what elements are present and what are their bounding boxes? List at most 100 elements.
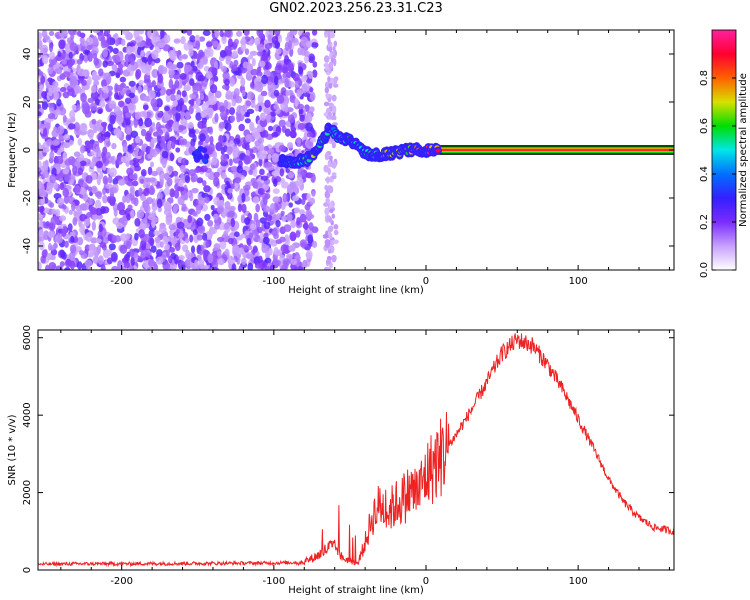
spectrogram-cell	[202, 56, 208, 65]
spectrogram-cell	[196, 62, 204, 70]
spectrogram-cell	[324, 239, 331, 246]
spectrogram-cell	[201, 122, 207, 129]
spectrogram-cell	[102, 60, 108, 68]
spectrogram-cell	[133, 118, 138, 129]
spectrogram-cell	[203, 252, 208, 262]
spectrogram-cell	[309, 56, 314, 62]
spectrogram-cell	[209, 227, 218, 235]
spectrogram-cell	[254, 83, 260, 92]
spectrogram-cell	[257, 93, 264, 104]
spectrogram-cell	[164, 243, 170, 251]
spectrogram-cell	[329, 46, 333, 53]
spectrogram-cell	[166, 61, 173, 70]
spectrogram-cell	[169, 188, 176, 198]
spectrogram-cell	[327, 248, 332, 254]
spectrogram-cell	[264, 257, 272, 264]
spectrogram-cell	[171, 170, 179, 177]
spectrogram-cell	[181, 90, 187, 98]
snr-y-tick-label: 0	[22, 567, 33, 573]
spectrogram-cell	[81, 40, 89, 47]
spectrogram-cell	[277, 34, 282, 44]
spectrogram-cell	[242, 244, 248, 251]
spectrogram-band-layer	[425, 145, 674, 155]
spectrogram-cell	[157, 64, 166, 74]
spectrogram-cell	[119, 244, 128, 254]
spectrogram-cell	[298, 66, 304, 75]
spectrogram-cell	[207, 219, 214, 227]
spectrogram-cell	[194, 167, 201, 174]
spectrogram-cell	[165, 248, 170, 259]
spectrogram-cell	[220, 153, 228, 163]
spectrogram-cell	[76, 236, 84, 246]
spectrogram-cell	[55, 54, 64, 62]
spectrogram-cell	[183, 42, 190, 51]
spectrogram-cell	[179, 73, 187, 80]
spectrogram-cell	[213, 213, 219, 220]
spectrogram-cell	[289, 30, 298, 36]
spectrogram-cell	[68, 209, 73, 216]
spectrogram-cell	[294, 97, 299, 107]
spectrogram-cell	[98, 68, 104, 77]
spectrogram-cell	[59, 87, 67, 93]
snr-x-tick-label: -200	[110, 576, 133, 587]
spectrogram-cell	[131, 180, 139, 187]
spectrogram-cell	[216, 205, 225, 214]
snr-x-axis-label: Height of straight line (km)	[288, 585, 424, 596]
spectrogram-cell	[216, 200, 224, 207]
spectrogram-cell	[257, 187, 265, 195]
spectrogram-cell	[69, 251, 76, 261]
spectrogram-cell	[244, 217, 251, 226]
spectrogram-cell	[224, 201, 231, 209]
spectrogram-cell	[333, 78, 338, 84]
spectrogram-cell	[188, 169, 196, 177]
spectrogram-cell	[294, 255, 301, 261]
spectrogram-cell	[292, 195, 300, 202]
spectrogram-cell	[150, 245, 157, 253]
spectrogram-cell	[213, 171, 220, 178]
spectrogram-cell	[85, 232, 93, 242]
spectrogram-cell	[202, 232, 208, 241]
spectrogram-cell	[178, 139, 185, 146]
spectrogram-cell	[303, 50, 310, 57]
spectrogram-cell	[79, 186, 86, 195]
spectrogram-cell	[198, 36, 206, 42]
spectrogram-cell	[160, 172, 165, 180]
spectrogram-cell	[55, 265, 63, 270]
spectrogram-cell	[275, 219, 281, 228]
spectrogram-cell	[227, 38, 233, 48]
spectrogram-cell	[274, 64, 283, 75]
spectrogram-cell	[163, 187, 171, 196]
spectrogram-cell	[127, 103, 135, 111]
spectrogram-cell	[273, 89, 280, 97]
spectrogram-cell	[191, 211, 198, 217]
spectrogram-cell	[53, 193, 62, 200]
spectrogram-cell	[216, 251, 222, 257]
spectrogram-cell	[82, 192, 89, 202]
spectrogram-cell	[209, 135, 214, 145]
spectrogram-cell	[91, 185, 98, 192]
spectrogram-cell	[117, 100, 125, 108]
spectrogram-cell	[243, 184, 251, 191]
spectrogram-cell	[42, 163, 49, 173]
spectrogram-cell	[169, 51, 177, 62]
spectrogram-cell	[62, 204, 67, 210]
colorbar-gradient	[711, 29, 737, 271]
spectrogram-cell	[311, 30, 318, 36]
spectrogram-cell	[331, 94, 337, 102]
spectrogram-cell	[286, 142, 294, 149]
spectrogram-cell	[189, 35, 196, 43]
spectrogram-cell	[156, 128, 164, 137]
spectrogram-cell	[65, 45, 70, 54]
spectrogram-cell	[264, 265, 270, 270]
spectrogram-cell	[145, 243, 151, 250]
spectrogram-cell	[155, 98, 163, 108]
spectrogram-cell	[180, 36, 186, 45]
spectrogram-cell	[244, 48, 250, 55]
spectrogram-cell	[195, 40, 201, 50]
spectrogram-cell	[329, 155, 333, 161]
spectrogram-cell	[245, 253, 253, 259]
spectrogram-cell	[291, 37, 299, 43]
spectrogram-cell	[156, 198, 163, 209]
spectrogram-cell	[228, 158, 233, 166]
